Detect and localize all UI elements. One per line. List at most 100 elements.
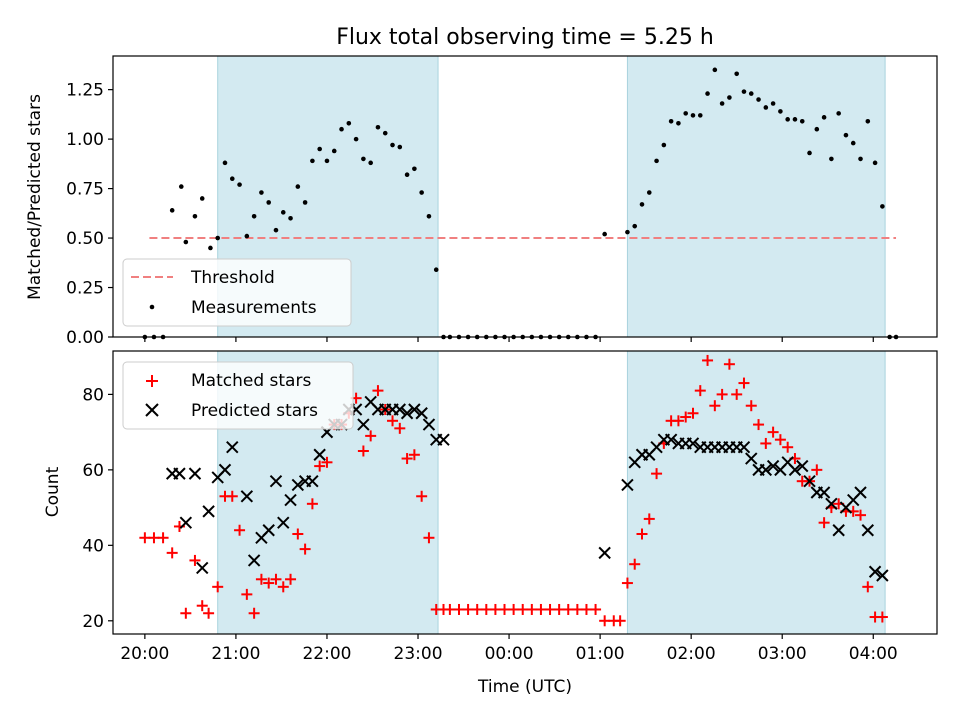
measurement-point	[361, 156, 366, 162]
bottom-plot-frame	[112, 350, 938, 635]
measurement-point	[712, 67, 718, 73]
predicted-star-marker	[766, 459, 780, 473]
matched-star-marker	[423, 532, 435, 544]
measurement-point	[719, 101, 725, 106]
measurement-point	[368, 160, 373, 166]
x-tick-label: 23:00	[394, 644, 443, 664]
bottom-shaded-interval-1	[626, 350, 886, 635]
predicted-star-marker	[415, 407, 428, 420]
matched-star-marker	[314, 460, 326, 472]
top-y-ticks: 0.00 0.25 0.50 0.75 1.00 1.25	[66, 81, 113, 348]
predicted-star-marker	[306, 474, 319, 488]
predicted-star-marker	[745, 452, 758, 465]
matched-star-marker	[629, 558, 641, 570]
matched-star-marker	[636, 528, 648, 540]
matched-star-marker	[876, 611, 888, 623]
predicted-star-marker	[686, 437, 700, 450]
measurement-point	[799, 119, 805, 124]
matched-star-marker	[401, 453, 413, 465]
matched-star-marker	[270, 573, 282, 585]
matched-star-marker	[753, 419, 765, 431]
predicted-star-marker	[788, 463, 802, 477]
matched-star-marker	[862, 581, 874, 593]
measurement-point	[756, 97, 761, 102]
measurement-point	[748, 91, 754, 96]
measurement-point	[280, 210, 286, 215]
measurement-point	[259, 190, 264, 195]
predicted-star-marker	[240, 490, 254, 503]
top-shaded-interval-1	[626, 55, 886, 338]
measurement-point	[273, 227, 279, 233]
predicted-star-marker	[437, 433, 450, 446]
measurement-point	[676, 120, 681, 126]
matched-star-marker	[263, 577, 275, 589]
matched-star-marker	[180, 607, 192, 619]
matched-star-marker	[709, 400, 721, 412]
predicted-star-marker	[284, 493, 297, 507]
x-tick-label: 03:00	[758, 644, 807, 664]
measurement-point	[317, 146, 322, 152]
measurement-point	[183, 239, 189, 245]
measurement-point	[426, 213, 432, 219]
measurement-point	[192, 213, 198, 219]
measurement-point	[661, 142, 667, 148]
measurement-point	[288, 215, 293, 221]
bottom-y-tick-label: 20	[82, 612, 104, 632]
legend-matched-swatch	[146, 375, 158, 387]
legend-matched-label: Matched stars	[191, 371, 311, 391]
predicted-star-marker	[226, 441, 239, 454]
matched-star-marker	[306, 498, 318, 510]
predicted-star-marker	[277, 516, 290, 529]
matched-star-marker	[212, 581, 224, 593]
measurement-point	[244, 233, 250, 239]
matched-star-marker	[394, 422, 406, 434]
measurement-point	[390, 142, 395, 148]
matched-star-marker	[621, 577, 633, 589]
measurement-point	[310, 158, 315, 164]
top-y-tick-label: 1.00	[66, 130, 104, 150]
measurement-point	[880, 204, 885, 209]
predicted-star-marker	[832, 524, 845, 537]
measurement-point	[375, 124, 381, 130]
predicted-star-marker	[313, 448, 326, 461]
measurement-point	[770, 101, 776, 106]
measurement-points	[142, 67, 899, 340]
matched-star-marker	[811, 464, 823, 476]
predicted-star-marker	[796, 459, 809, 473]
matched-star-marker	[672, 415, 684, 427]
measurement-point	[169, 208, 175, 213]
measurement-point	[836, 111, 841, 116]
matched-star-marker	[255, 573, 267, 585]
matched-star-marker	[738, 377, 750, 389]
measurement-point	[668, 119, 674, 124]
matched-star-marker	[226, 490, 238, 502]
measurement-point	[778, 109, 783, 114]
measurement-point	[331, 148, 337, 154]
matched-star-marker	[680, 411, 692, 423]
legend-predicted-swatch	[145, 403, 159, 417]
predicted-star-marker	[854, 486, 867, 499]
predicted-star-marker	[868, 565, 882, 578]
measurement-point	[199, 196, 205, 201]
matched-star-marker	[387, 415, 399, 427]
measurement-point	[302, 200, 308, 205]
top-x-ticks	[144, 337, 874, 342]
matched-star-marker	[782, 441, 794, 453]
measurement-point	[807, 150, 812, 156]
matched-star-marker	[285, 573, 297, 585]
measurement-point	[397, 144, 403, 150]
matched-star-marker	[365, 430, 377, 442]
measurement-point	[821, 115, 827, 120]
measurement-point	[654, 158, 659, 164]
measurement-point	[215, 235, 221, 241]
matched-star-marker	[590, 603, 602, 615]
measurement-point	[850, 140, 856, 146]
chart-title: Flux total observing time = 5.25 h	[336, 25, 714, 50]
bottom-x-ticks: 20:00 21:00 22:00 23:00 00:00 01:00 02:00 03:00…	[120, 634, 898, 664]
measurement-point	[602, 231, 607, 237]
measurement-point	[382, 130, 388, 136]
predicted-star-marker	[817, 486, 831, 499]
predicted-star-marker	[188, 467, 202, 480]
legend-threshold-label: Threshold	[190, 268, 275, 288]
measurement-point	[741, 89, 747, 94]
